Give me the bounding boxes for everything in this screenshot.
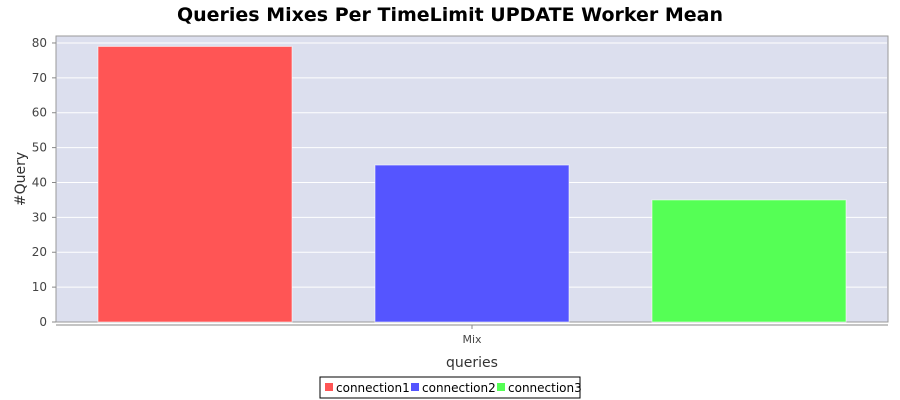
y-tick-label: 60 <box>32 106 47 120</box>
y-tick-label: 0 <box>39 315 47 329</box>
legend-swatch-connection1 <box>325 383 333 391</box>
y-tick-label: 70 <box>32 71 47 85</box>
y-tick-label: 80 <box>32 36 47 50</box>
legend-box <box>319 376 581 399</box>
legend-label: connection1 <box>336 381 410 395</box>
y-tick-label: 10 <box>32 280 47 294</box>
bars <box>97 45 847 323</box>
x-axis-label: queries <box>446 355 498 371</box>
y-tick-label: 20 <box>32 245 47 259</box>
bar-connection2 <box>374 164 570 323</box>
y-tick-label: 40 <box>32 175 47 189</box>
y-tick-label: 50 <box>32 141 47 155</box>
bar-connection1 <box>97 45 293 323</box>
y-axis-label: #Query <box>13 152 29 206</box>
legend-label: connection2 <box>422 381 496 395</box>
x-axis: Mix <box>56 324 888 346</box>
legend-label: connection3 <box>508 381 582 395</box>
legend-swatch-connection3 <box>497 383 505 391</box>
y-axis: 0 10 20 30 40 50 60 70 80 <box>32 36 56 329</box>
legend-swatch-connection2 <box>411 383 419 391</box>
y-tick-label: 30 <box>32 210 47 224</box>
x-tick-label: Mix <box>462 333 482 346</box>
chart-title: Queries Mixes Per TimeLimit UPDATE Worke… <box>177 4 723 26</box>
legend: connection1 connection2 connection3 <box>319 376 582 399</box>
bar-connection3 <box>651 199 847 323</box>
